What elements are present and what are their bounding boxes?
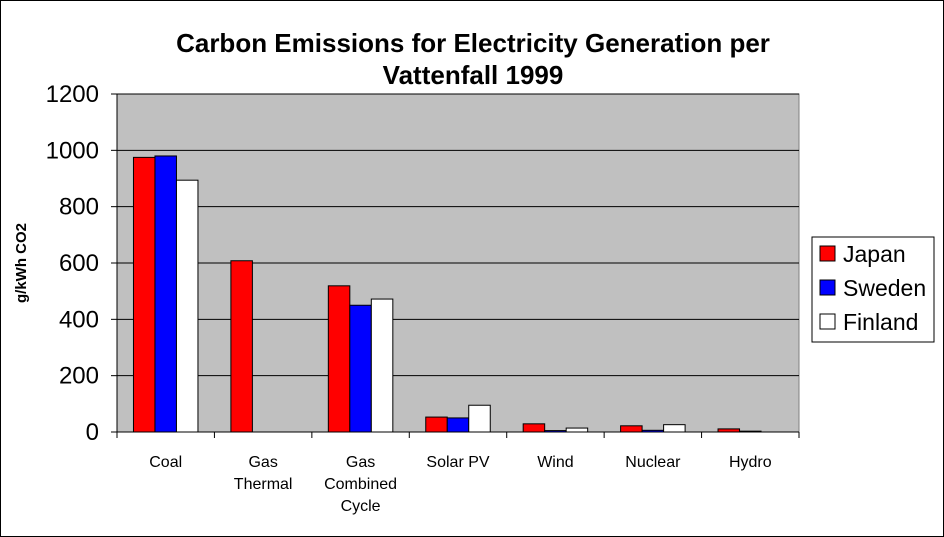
x-tick-label: Solar PV <box>426 454 489 471</box>
x-tick-label: Cycle <box>341 498 381 515</box>
bar-sweden-solar-pv <box>446 417 470 433</box>
bar-finland-nuclear <box>663 424 686 433</box>
y-tick-labels: 0 200 400 600 800 1000 1200 <box>46 81 99 446</box>
bar-japan-solar-pv <box>425 416 448 433</box>
bar-finland-wind <box>565 427 589 433</box>
chart-title-line-2: Vattenfall 1999 <box>383 60 564 90</box>
y-tick-label: 800 <box>59 194 99 221</box>
legend-label-japan: Japan <box>843 241 906 267</box>
legend: Japan Sweden Finland <box>811 236 935 343</box>
x-tick-label: Gas <box>346 454 375 471</box>
bar-finland-solar-pv <box>468 404 491 433</box>
bar-japan-gas-thermal <box>230 260 253 433</box>
x-tick-label: Nuclear <box>625 454 681 471</box>
bars <box>132 155 762 433</box>
y-axis-label: g/kWh CO2 <box>13 223 30 303</box>
bar-sweden-coal <box>154 155 177 433</box>
bar-sweden-gas-combined-cycle <box>349 304 372 433</box>
bar-japan-nuclear <box>620 425 643 433</box>
x-tick-label: Combined <box>324 476 397 493</box>
y-tick-label: 0 <box>86 419 99 446</box>
legend-swatch-finland <box>819 313 836 330</box>
legend-label-finland: Finland <box>843 309 918 335</box>
legend-label-sweden: Sweden <box>843 275 926 301</box>
chart-title-line-1: Carbon Emissions for Electricity Generat… <box>176 28 770 58</box>
bar-finland-gas-combined-cycle <box>370 298 394 433</box>
x-tick-labels: Coal Gas Thermal Gas Combined Cycle Solar PV Wi… <box>149 454 771 515</box>
bar-japan-wind <box>522 423 546 433</box>
x-tick-label: Thermal <box>234 476 293 493</box>
x-tick-label: Hydro <box>729 454 772 471</box>
legend-swatch-japan <box>819 245 836 262</box>
chart-title: Carbon Emissions for Electricity Generat… <box>176 28 770 90</box>
y-tick-label: 1200 <box>46 81 99 108</box>
y-tick-label: 200 <box>59 363 99 390</box>
bar-finland-coal <box>175 179 199 433</box>
x-tick-label: Wind <box>537 454 573 471</box>
legend-swatch-sweden <box>819 279 836 296</box>
axes <box>111 93 800 438</box>
y-tick-label: 1000 <box>46 137 99 164</box>
bar-japan-gas-combined-cycle <box>327 285 351 433</box>
y-tick-label: 400 <box>59 306 99 333</box>
y-tick-label: 600 <box>59 250 99 277</box>
bar-japan-coal <box>132 156 156 433</box>
x-tick-label: Gas <box>248 454 277 471</box>
x-tick-label: Coal <box>149 454 182 471</box>
